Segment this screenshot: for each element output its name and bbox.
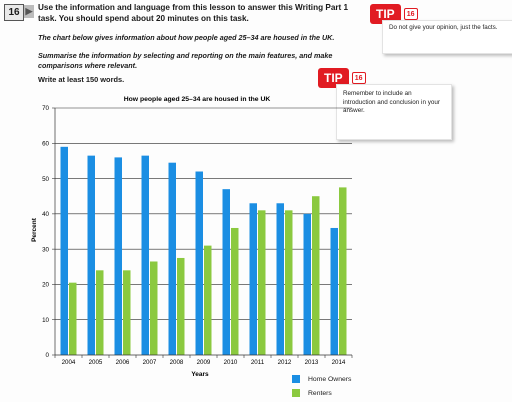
tip-1-text: Do not give your opinion, just the facts… [382,20,512,54]
bar-home-owners-2013 [303,213,311,355]
task-arrow-icon: ▶ [24,5,34,18]
bar-renters-2006 [123,270,131,355]
y-tick-label: 0 [46,352,50,359]
y-tick-label: 50 [42,176,49,183]
bar-renters-2014 [339,187,347,355]
x-tick-label: 2007 [143,359,157,366]
x-tick-label: 2006 [116,359,130,366]
task-heading: Use the information and language from th… [38,3,349,23]
bar-renters-2013 [312,196,320,355]
tip-2-badge: TIP [318,68,349,88]
chart-title: How people aged 25–34 are housed in the … [124,96,271,103]
x-tick-label: 2011 [251,359,265,366]
y-tick-label: 20 [42,282,49,289]
x-axis-label: Years [191,371,209,378]
bar-renters-2007 [150,261,158,355]
tip-2-number: 16 [351,72,366,84]
x-tick-label: 2013 [305,359,319,366]
legend-swatch-renters [292,389,300,397]
task-paragraph-1: The chart below gives information about … [38,33,335,42]
y-tick-label: 70 [42,105,49,112]
bar-home-owners-2010 [222,189,230,355]
task-paragraph-2: Summarise the information by selecting a… [38,51,333,70]
x-tick-label: 2012 [278,359,292,366]
bar-home-owners-2012 [276,203,284,355]
tip-1-number: 16 [403,8,418,20]
bar-renters-2009 [204,245,212,355]
bar-renters-2004 [69,282,77,355]
x-tick-label: 2004 [62,359,76,366]
y-tick-label: 60 [42,140,49,147]
bar-renters-2012 [285,210,293,355]
legend-label-home-owners: Home Owners [308,375,352,383]
y-tick-label: 40 [42,211,49,218]
legend-swatch-home-owners [292,375,300,383]
bar-home-owners-2008 [168,162,176,355]
x-tick-label: 2014 [332,359,346,366]
bar-home-owners-2014 [330,227,338,355]
tip-2-text: Remember to include an introduction and … [336,84,452,140]
word-count-instruction: Write at least 150 words. [38,75,125,84]
bar-home-owners-2011 [249,203,257,355]
y-tick-label: 10 [42,317,49,324]
y-tick-label: 30 [42,246,49,253]
bar-renters-2008 [177,257,185,355]
y-axis-label: Percent [31,217,38,242]
x-tick-label: 2005 [89,359,103,366]
bar-renters-2011 [258,210,266,355]
legend-item-renters: Renters [292,389,332,397]
task-number: 16 [4,4,24,21]
legend-label-renters: Renters [308,389,332,397]
tip-1-header: TIP 16 [370,4,418,24]
bar-home-owners-2005 [87,155,95,355]
bar-home-owners-2006 [114,157,122,355]
bar-renters-2005 [96,270,104,355]
x-tick-label: 2010 [224,359,238,366]
legend-item-home-owners: Home Owners [292,375,351,383]
bar-renters-2010 [231,227,239,355]
tip-2-header: TIP 16 [318,68,366,88]
x-tick-label: 2008 [170,359,184,366]
tip-1-badge: TIP [370,4,401,24]
bar-home-owners-2004 [60,146,68,355]
x-tick-label: 2009 [197,359,211,366]
bar-home-owners-2009 [195,171,203,355]
bar-home-owners-2007 [141,155,149,355]
